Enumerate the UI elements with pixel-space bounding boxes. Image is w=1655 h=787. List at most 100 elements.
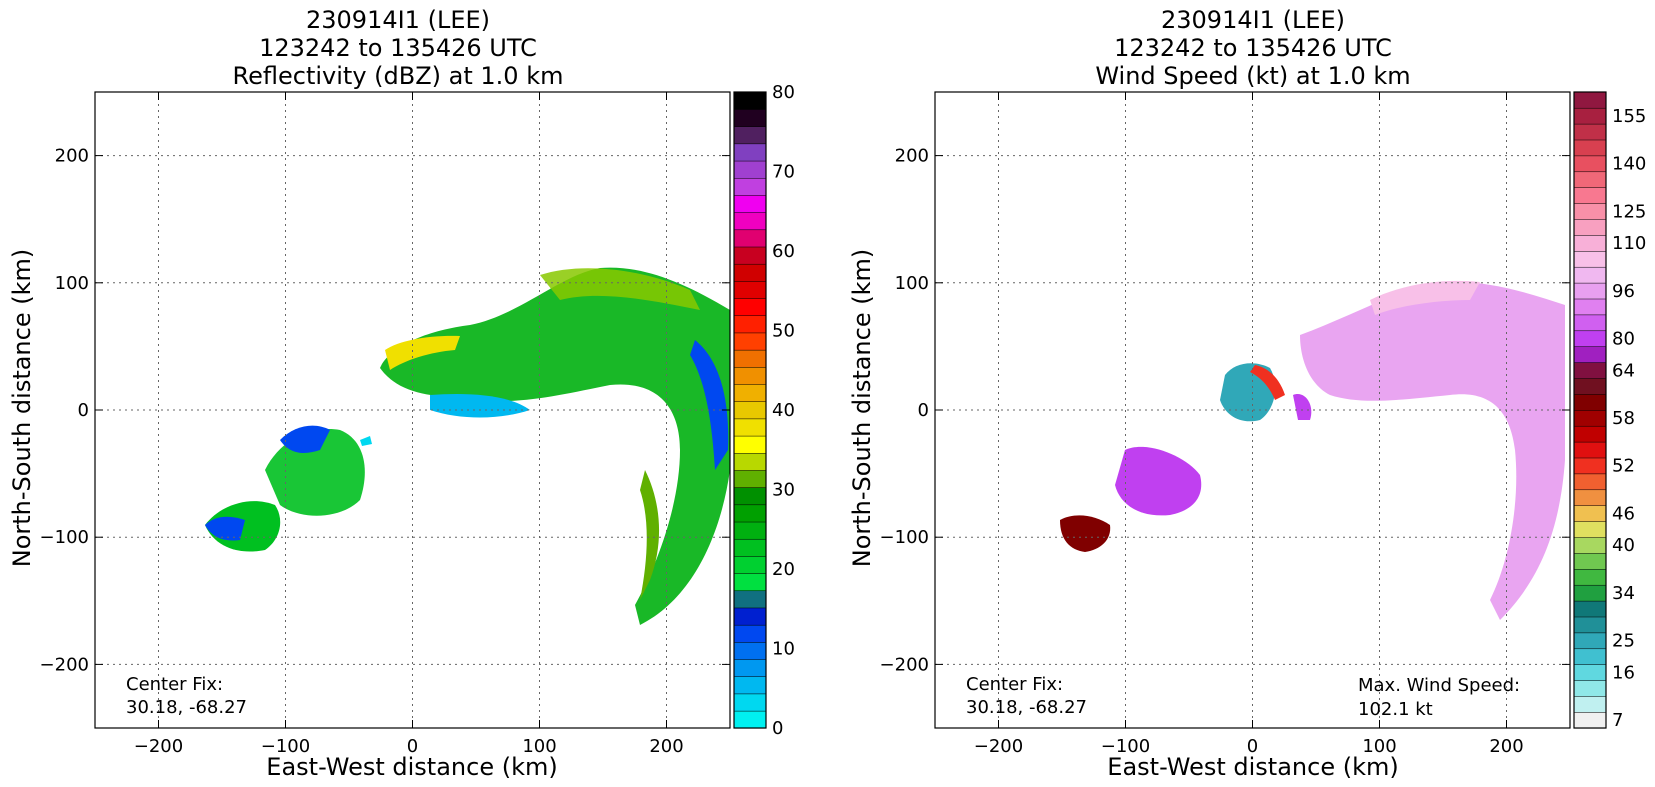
colorbar-segment — [1573, 425, 1607, 443]
colorbar-tick-label: 46 — [1612, 503, 1635, 524]
colorbar-tick-label: 0 — [772, 718, 783, 739]
colorbar-segment — [733, 212, 767, 231]
colorbar-tick-label: 155 — [1612, 106, 1646, 127]
colorbar-segment — [733, 229, 767, 248]
colorbar-segment — [733, 298, 767, 317]
colorbar-segment — [1573, 298, 1607, 316]
reflectivity-plot-area: −200 −100 0 100 200 −200 −100 0 100 200 — [40, 91, 731, 757]
colorbar-segment — [733, 521, 767, 540]
colorbar-tick-label: 10 — [772, 639, 795, 660]
wind-center-fix-label: Center Fix: — [966, 674, 1063, 695]
colorbar-segment — [733, 349, 767, 368]
reflectivity-center-fix-label: Center Fix: — [126, 674, 223, 695]
colorbar-segment — [1573, 489, 1607, 506]
colorbar-segment — [1573, 330, 1607, 347]
colorbar-tick-label: 16 — [1612, 662, 1635, 683]
colorbar-segment — [733, 366, 767, 385]
colorbar-tick-label: 110 — [1612, 233, 1646, 254]
wind-speed-field — [1060, 280, 1565, 620]
wind-x-axis-label: East-West distance (km) — [1107, 753, 1398, 781]
colorbar-segment — [733, 332, 767, 351]
colorbar-tick-label: 40 — [1612, 535, 1635, 556]
reflectivity-colorbar: 0 10 20 30 40 50 60 70 80 — [733, 82, 795, 739]
colorbar-tick-label: 34 — [1612, 583, 1635, 604]
colorbar-segment — [1573, 282, 1607, 300]
colorbar-segment — [733, 418, 767, 437]
colorbar-segment — [733, 315, 767, 334]
colorbar-segment — [1573, 441, 1607, 459]
reflectivity-panel: 230914I1 (LEE) 123242 to 135426 UTC Refl… — [8, 6, 795, 781]
colorbar-segment — [1573, 616, 1607, 634]
colorbar-segment — [1573, 203, 1607, 220]
colorbar-segment — [1573, 568, 1607, 586]
colorbar-segment — [1573, 664, 1607, 681]
colorbar-tick-label: 52 — [1612, 456, 1635, 477]
max-wind-speed-label: Max. Wind Speed: — [1358, 675, 1520, 696]
colorbar-tick-label: 58 — [1612, 408, 1635, 429]
colorbar-segment — [1573, 91, 1607, 109]
colorbar-segment — [1573, 250, 1607, 268]
colorbar-segment — [733, 280, 767, 299]
colorbar-tick-label: 80 — [772, 82, 795, 103]
reflectivity-y-axis-label: North-South distance (km) — [8, 249, 36, 568]
colorbar-segment — [733, 263, 767, 282]
x-tick-label: −200 — [134, 736, 183, 757]
y-tick-label: −200 — [880, 654, 929, 675]
colorbar-segment — [1573, 362, 1607, 379]
colorbar-segment — [733, 469, 767, 488]
colorbar-segment — [1573, 155, 1607, 173]
colorbar-segment — [1573, 552, 1607, 570]
colorbar-segment — [1573, 123, 1607, 141]
wind-speed-panel: 230914I1 (LEE) 123242 to 135426 UTC Wind… — [848, 6, 1646, 781]
colorbar-segment — [1573, 457, 1607, 475]
colorbar-tick-label: 80 — [1612, 328, 1635, 349]
wind-title-line1: 230914I1 (LEE) — [1161, 6, 1345, 34]
colorbar-segment — [733, 538, 767, 557]
colorbar-tick-label: 64 — [1612, 360, 1635, 381]
colorbar-segment — [1573, 234, 1607, 252]
colorbar-tick-label: 40 — [772, 400, 795, 421]
colorbar-segment — [1573, 695, 1607, 713]
colorbar-segment — [733, 91, 767, 110]
x-tick-label: 200 — [649, 736, 683, 757]
wind-speed-colorbar: 7 16 25 34 40 46 52 58 64 80 96 110 125 140 155 — [1573, 91, 1646, 731]
colorbar-segment — [733, 108, 767, 127]
y-tick-label: 0 — [918, 400, 929, 421]
colorbar-segment — [1573, 266, 1607, 284]
colorbar-segment — [733, 435, 767, 454]
colorbar-segment — [1573, 346, 1607, 363]
colorbar-segment — [733, 383, 767, 402]
colorbar-segment — [733, 710, 767, 729]
colorbar-tick-label: 125 — [1612, 201, 1646, 222]
reflectivity-center-fix-value: 30.18, -68.27 — [126, 697, 247, 718]
colorbar-segment — [1573, 393, 1607, 411]
y-tick-label: −100 — [880, 527, 929, 548]
colorbar-tick-label: 96 — [1612, 281, 1635, 302]
colorbar-segment — [1573, 314, 1607, 332]
x-tick-label: 200 — [1489, 736, 1523, 757]
colorbar-segment — [733, 624, 767, 643]
colorbar-segment — [733, 504, 767, 523]
colorbar-segment — [733, 573, 767, 592]
colorbar-segment — [1573, 473, 1607, 491]
colorbar-segment — [733, 246, 767, 265]
colorbar-segment — [733, 693, 767, 712]
colorbar-segment — [1573, 107, 1607, 125]
colorbar-tick-label: 25 — [1612, 631, 1635, 652]
colorbar-frame — [1573, 91, 1607, 729]
colorbar-segment — [733, 401, 767, 420]
reflectivity-title-line2: 123242 to 135426 UTC — [259, 34, 537, 62]
colorbar-segment — [1573, 536, 1607, 554]
reflectivity-x-axis-label: East-West distance (km) — [266, 753, 557, 781]
y-tick-label: −200 — [40, 654, 89, 675]
colorbar-segment — [733, 452, 767, 471]
wind-speed-plot-area: −200 −100 0 100 200 −200 −100 0 100 200 — [880, 91, 1571, 757]
colorbar-frame — [733, 91, 767, 729]
colorbar-tick-label: 70 — [772, 162, 795, 183]
colorbar-segment — [1573, 648, 1607, 665]
colorbar-segment — [1573, 680, 1607, 697]
wind-center-fix-value: 30.18, -68.27 — [966, 697, 1087, 718]
colorbar-tick-label: 140 — [1612, 154, 1646, 175]
wind-title-line2: 123242 to 135426 UTC — [1114, 34, 1392, 62]
colorbar-segment — [733, 177, 767, 196]
